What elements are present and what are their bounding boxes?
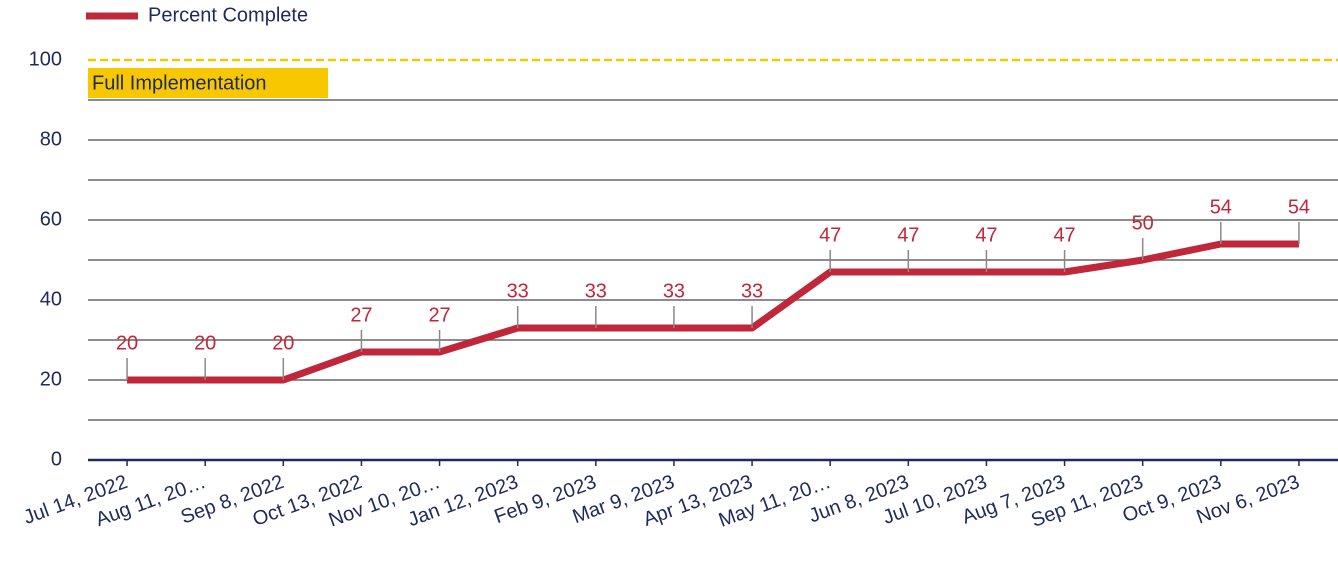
data-label: 27 xyxy=(350,304,372,326)
y-tick-label: 0 xyxy=(51,448,62,470)
y-tick-label: 100 xyxy=(29,48,62,70)
data-label: 47 xyxy=(897,224,919,246)
legend-label: Percent Complete xyxy=(148,4,308,26)
target-label-bg xyxy=(88,68,328,98)
data-label: 20 xyxy=(116,332,138,354)
y-tick-label: 60 xyxy=(40,208,62,230)
y-tick-label: 20 xyxy=(40,368,62,390)
series-line xyxy=(127,240,1299,384)
data-label: 33 xyxy=(585,280,607,302)
data-label: 54 xyxy=(1288,196,1310,218)
target-label: Full Implementation xyxy=(92,72,267,94)
data-label: 50 xyxy=(1132,212,1154,234)
data-label: 33 xyxy=(507,280,529,302)
y-tick-label: 80 xyxy=(40,128,62,150)
data-label: 33 xyxy=(741,280,763,302)
data-label: 47 xyxy=(1053,224,1075,246)
data-label: 47 xyxy=(975,224,997,246)
data-label: 27 xyxy=(428,304,450,326)
data-label: 20 xyxy=(272,332,294,354)
y-tick-label: 40 xyxy=(40,288,62,310)
data-label: 47 xyxy=(819,224,841,246)
data-label: 54 xyxy=(1210,196,1232,218)
data-label: 20 xyxy=(194,332,216,354)
data-label: 33 xyxy=(663,280,685,302)
